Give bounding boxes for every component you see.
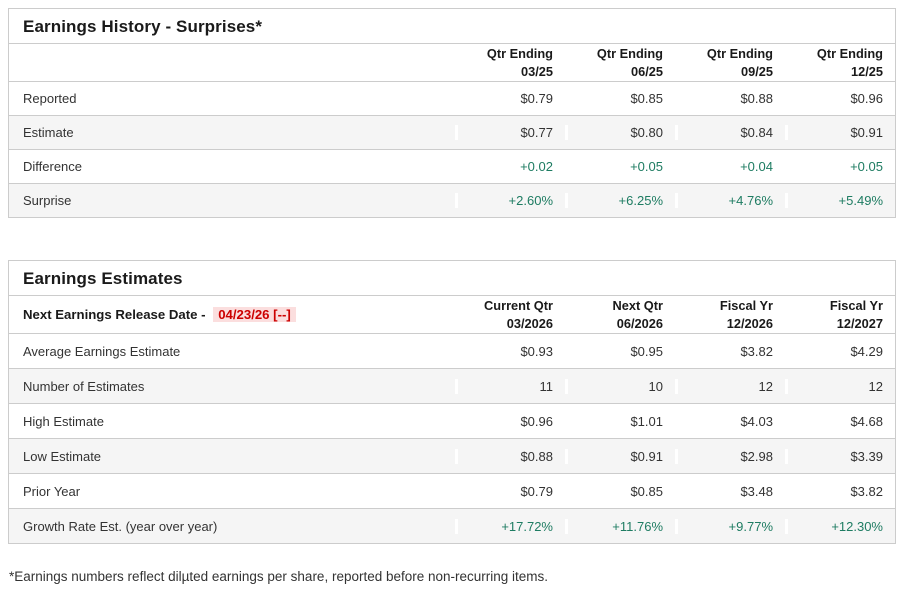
cell-value: +0.05 bbox=[785, 159, 895, 174]
column-header-qtr-1225: Qtr Ending 12/25 bbox=[785, 44, 895, 81]
cell-value: +6.25% bbox=[565, 193, 675, 208]
cell-value: $2.98 bbox=[675, 448, 785, 464]
cell-value: +4.76% bbox=[675, 193, 785, 208]
column-header-qtr-0625: Qtr Ending 06/25 bbox=[565, 44, 675, 81]
cell-value: +2.60% bbox=[455, 193, 565, 208]
column-header-fiscal-yr-2027: Fiscal Yr 12/2027 bbox=[785, 296, 895, 333]
table-row-average-earnings-estimate: Average Earnings Estimate $0.93 $0.95 $3… bbox=[9, 333, 895, 368]
cell-value: $0.96 bbox=[785, 91, 895, 106]
cell-value: 10 bbox=[565, 378, 675, 394]
cell-value: $0.84 bbox=[675, 125, 785, 140]
cell-value: +17.72% bbox=[455, 518, 565, 534]
cell-value: 12 bbox=[675, 378, 785, 394]
column-header-current-qtr: Current Qtr 03/2026 bbox=[455, 296, 565, 333]
cell-value: $3.82 bbox=[675, 343, 785, 359]
table-row-number-of-estimates: Number of Estimates 11 10 12 12 bbox=[9, 368, 895, 403]
cell-value: +12.30% bbox=[785, 518, 895, 534]
table-row-growth-rate-est: Growth Rate Est. (year over year) +17.72… bbox=[9, 508, 895, 543]
cell-value: +0.02 bbox=[455, 159, 565, 174]
earnings-history-title: Earnings History - Surprises* bbox=[23, 16, 263, 36]
table-row-prior-year: Prior Year $0.79 $0.85 $3.48 $3.82 bbox=[9, 473, 895, 508]
column-header-fiscal-yr-2026: Fiscal Yr 12/2026 bbox=[675, 296, 785, 333]
table-row-difference: Difference +0.02 +0.05 +0.04 +0.05 bbox=[9, 149, 895, 183]
cell-value: $0.88 bbox=[455, 448, 565, 464]
cell-value: $0.79 bbox=[455, 91, 565, 106]
row-label: Low Estimate bbox=[23, 448, 102, 464]
row-label: Surprise bbox=[23, 193, 72, 208]
cell-value: $3.82 bbox=[785, 483, 895, 499]
cell-value: $0.88 bbox=[675, 91, 785, 106]
column-header-qtr-0325: Qtr Ending 03/25 bbox=[455, 44, 565, 81]
earnings-estimates-title-row: Earnings Estimates bbox=[9, 261, 895, 295]
row-label: Average Earnings Estimate bbox=[23, 343, 181, 359]
table-row-estimate: Estimate $0.77 $0.80 $0.84 $0.91 bbox=[9, 115, 895, 149]
row-label: Difference bbox=[23, 159, 83, 174]
cell-value: $4.68 bbox=[785, 413, 895, 429]
cell-value: $0.91 bbox=[565, 448, 675, 464]
row-label: Reported bbox=[23, 91, 77, 106]
next-earnings-release-label: Next Earnings Release Date - bbox=[23, 307, 206, 322]
row-label: Prior Year bbox=[23, 483, 81, 499]
earnings-history-header-row: Qtr Ending 03/25 Qtr Ending 06/25 Qtr En… bbox=[9, 43, 895, 81]
row-label: Estimate bbox=[23, 125, 74, 140]
table-row-surprise: Surprise +2.60% +6.25% +4.76% +5.49% bbox=[9, 183, 895, 217]
cell-value: $3.39 bbox=[785, 448, 895, 464]
cell-value: $0.79 bbox=[455, 483, 565, 499]
table-row-high-estimate: High Estimate $0.96 $1.01 $4.03 $4.68 bbox=[9, 403, 895, 438]
next-earnings-release-date-badge: 04/23/26 [--] bbox=[213, 307, 296, 322]
cell-value: $0.93 bbox=[455, 343, 565, 359]
cell-value: +11.76% bbox=[565, 518, 675, 534]
row-label: High Estimate bbox=[23, 413, 104, 429]
cell-value: +0.04 bbox=[675, 159, 785, 174]
cell-value: $1.01 bbox=[565, 413, 675, 429]
cell-value: $4.29 bbox=[785, 343, 895, 359]
cell-value: $0.85 bbox=[565, 483, 675, 499]
earnings-estimates-title: Earnings Estimates bbox=[23, 268, 183, 288]
earnings-history-table: Earnings History - Surprises* Qtr Ending… bbox=[8, 8, 896, 218]
table-row-reported: Reported $0.79 $0.85 $0.88 $0.96 bbox=[9, 81, 895, 115]
row-label: Growth Rate Est. (year over year) bbox=[23, 518, 218, 534]
earnings-estimates-header-row: Next Earnings Release Date - 04/23/26 [-… bbox=[9, 295, 895, 333]
cell-value: $0.80 bbox=[565, 125, 675, 140]
row-label: Number of Estimates bbox=[23, 378, 145, 394]
cell-value: $0.91 bbox=[785, 125, 895, 140]
cell-value: 12 bbox=[785, 378, 895, 394]
cell-value: +0.05 bbox=[565, 159, 675, 174]
next-earnings-release: Next Earnings Release Date - 04/23/26 [-… bbox=[9, 307, 455, 322]
cell-value: $0.95 bbox=[565, 343, 675, 359]
cell-value: $4.03 bbox=[675, 413, 785, 429]
cell-value: $0.96 bbox=[455, 413, 565, 429]
column-header-next-qtr: Next Qtr 06/2026 bbox=[565, 296, 675, 333]
cell-value: 11 bbox=[455, 378, 565, 394]
earnings-footnote: *Earnings numbers reflect dilµted earnin… bbox=[9, 569, 549, 584]
cell-value: $0.85 bbox=[565, 91, 675, 106]
table-row-low-estimate: Low Estimate $0.88 $0.91 $2.98 $3.39 bbox=[9, 438, 895, 473]
earnings-history-title-row: Earnings History - Surprises* bbox=[9, 9, 895, 43]
cell-value: +5.49% bbox=[785, 193, 895, 208]
cell-value: $3.48 bbox=[675, 483, 785, 499]
column-header-qtr-0925: Qtr Ending 09/25 bbox=[675, 44, 785, 81]
earnings-estimates-table: Earnings Estimates Next Earnings Release… bbox=[8, 260, 896, 544]
cell-value: $0.77 bbox=[455, 125, 565, 140]
cell-value: +9.77% bbox=[675, 518, 785, 534]
